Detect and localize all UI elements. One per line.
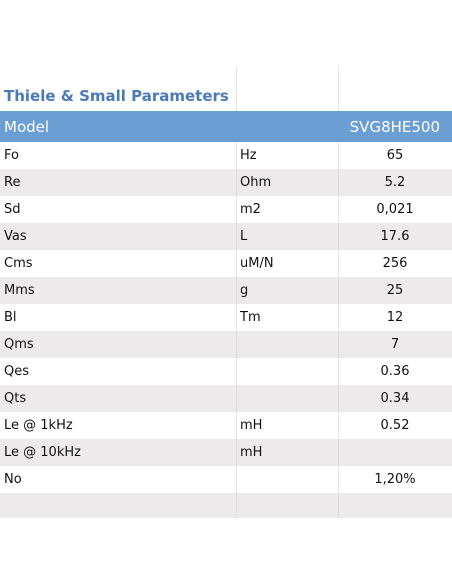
table-header-row: Model SVG8HE500 — [0, 111, 452, 142]
table-row: Le @ 10kHz mH — [0, 439, 452, 466]
param-value: 0.34 — [380, 391, 410, 406]
table-footer-row — [0, 493, 452, 518]
param-unit: mH — [240, 418, 263, 433]
param-name: Vas — [4, 229, 27, 244]
param-name: Re — [4, 175, 21, 190]
table-row: No 1,20% — [0, 466, 452, 493]
param-name: Qes — [4, 364, 30, 379]
table-row: Qts 0.34 — [0, 385, 452, 412]
param-value: 0,021 — [376, 202, 414, 217]
param-name: Cms — [4, 256, 33, 271]
param-unit: Tm — [240, 310, 261, 325]
param-name: No — [4, 472, 22, 487]
param-unit: L — [240, 229, 248, 244]
table-title: Thiele & Small Parameters — [4, 87, 229, 105]
table-row: Bl Tm 12 — [0, 304, 452, 331]
table-title-row: Thiele & Small Parameters — [0, 66, 452, 111]
param-value: 0.52 — [380, 418, 410, 433]
table-row: Qes 0.36 — [0, 358, 452, 385]
param-value: 17.6 — [380, 229, 410, 244]
param-name: Sd — [4, 202, 21, 217]
param-unit: uM/N — [240, 256, 274, 271]
param-value: 12 — [386, 310, 404, 325]
param-name: Mms — [4, 283, 35, 298]
param-unit: mH — [240, 445, 263, 460]
param-name: Fo — [4, 148, 19, 163]
table-row: Vas L 17.6 — [0, 223, 452, 250]
param-unit: g — [240, 283, 249, 298]
param-value: 25 — [386, 283, 404, 298]
table-row: Sd m2 0,021 — [0, 196, 452, 223]
param-name: Qms — [4, 337, 34, 352]
table-row: Mms g 25 — [0, 277, 452, 304]
table-row: Le @ 1kHz mH 0.52 — [0, 412, 452, 439]
table-row: Fo Hz 65 — [0, 142, 452, 169]
param-value: 65 — [386, 148, 404, 163]
param-value: 7 — [390, 337, 400, 352]
ts-parameters-table: Thiele & Small Parameters Model SVG8HE50… — [0, 66, 452, 518]
param-unit: Hz — [240, 148, 257, 163]
param-unit: m2 — [240, 202, 261, 217]
param-value: 0.36 — [380, 364, 410, 379]
table-row: Qms 7 — [0, 331, 452, 358]
param-name: Qts — [4, 391, 27, 406]
param-name: Bl — [4, 310, 17, 325]
header-model-label: Model — [4, 117, 50, 136]
param-name: Le @ 10kHz — [4, 445, 81, 460]
param-value: 5.2 — [384, 175, 406, 190]
table-row: Cms uM/N 256 — [0, 250, 452, 277]
param-value — [338, 439, 452, 466]
param-unit: Ohm — [240, 175, 272, 190]
header-model-value: SVG8HE500 — [349, 117, 440, 136]
param-name: Le @ 1kHz — [4, 418, 73, 433]
param-value: 1,20% — [374, 472, 416, 487]
table-row: Re Ohm 5.2 — [0, 169, 452, 196]
param-value: 256 — [382, 256, 408, 271]
